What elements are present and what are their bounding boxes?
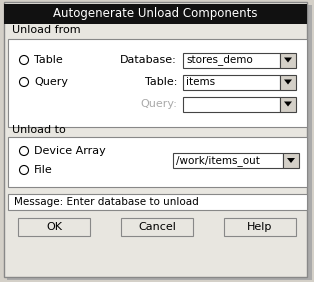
Text: Unload to: Unload to — [12, 125, 66, 135]
Text: stores_demo: stores_demo — [186, 54, 253, 65]
Text: File: File — [34, 165, 53, 175]
Circle shape — [19, 56, 29, 65]
Bar — [8, 194, 307, 210]
Bar — [224, 218, 296, 236]
Bar — [173, 153, 283, 168]
Bar — [121, 218, 193, 236]
Circle shape — [19, 147, 29, 155]
Text: Help: Help — [247, 222, 273, 232]
Text: /work/items_out: /work/items_out — [176, 155, 260, 166]
Text: Autogenerate Unload Components: Autogenerate Unload Components — [53, 8, 257, 21]
Text: Query:: Query: — [140, 99, 177, 109]
Polygon shape — [284, 58, 292, 63]
Text: Table:: Table: — [145, 77, 177, 87]
Bar — [183, 52, 280, 67]
Text: Message: Enter database to unload: Message: Enter database to unload — [14, 197, 199, 207]
Text: Unload from: Unload from — [12, 25, 81, 35]
Text: Database:: Database: — [120, 55, 177, 65]
Polygon shape — [284, 80, 292, 85]
Bar — [8, 39, 307, 127]
Polygon shape — [284, 102, 292, 107]
Bar — [280, 96, 296, 111]
Text: Device Array: Device Array — [34, 146, 106, 156]
Circle shape — [19, 78, 29, 87]
Polygon shape — [287, 158, 295, 163]
Bar — [8, 137, 307, 187]
Text: Query: Query — [34, 77, 68, 87]
Bar — [280, 74, 296, 89]
Text: Table: Table — [34, 55, 63, 65]
Bar — [183, 74, 280, 89]
Bar — [18, 218, 90, 236]
Bar — [4, 4, 307, 24]
Bar — [183, 96, 280, 111]
Text: Cancel: Cancel — [138, 222, 176, 232]
Text: items: items — [186, 77, 215, 87]
Text: OK: OK — [46, 222, 62, 232]
Bar — [280, 52, 296, 67]
Circle shape — [19, 166, 29, 175]
Bar — [283, 153, 299, 168]
